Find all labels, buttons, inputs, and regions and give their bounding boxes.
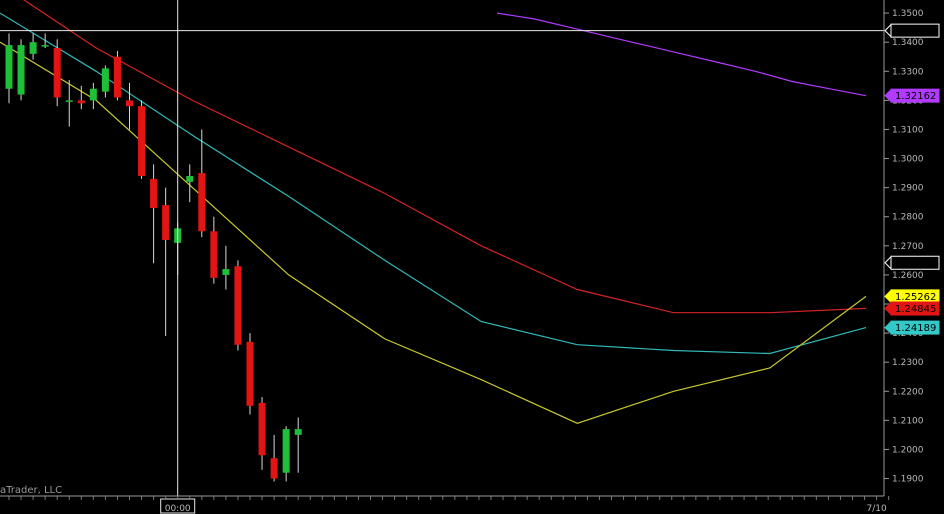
candle-body — [282, 429, 290, 473]
time-axis: 00:00 7/10 — [8, 496, 890, 514]
candle-body — [150, 178, 158, 208]
indicator-line — [496, 12, 867, 97]
price-badge-label: 1.2641'8 — [895, 258, 939, 269]
candle-body — [5, 45, 13, 89]
price-badge — [890, 88, 940, 103]
price-badge-label: 1.32162 — [895, 91, 936, 102]
candle-body — [294, 429, 302, 435]
candle-body — [29, 42, 37, 54]
candle-body — [126, 100, 133, 107]
price-tick-label: 1.2300 — [892, 358, 924, 368]
price-badge-label: 1.24845 — [895, 304, 936, 315]
price-badge-label: 1.25262 — [895, 292, 936, 303]
price-tick-label: 1.2100 — [892, 416, 924, 426]
price-tick-label: 1.3300 — [892, 67, 924, 77]
candle-body — [186, 176, 194, 182]
indicator-line — [22, 0, 867, 314]
price-tick-label: 1.1900 — [892, 475, 924, 485]
price-badge — [890, 255, 940, 270]
price-badge — [890, 301, 940, 316]
price-badge-label: 1.24189 — [895, 323, 936, 334]
candle-body — [258, 402, 266, 456]
price-tick-label: 1.3000 — [892, 155, 924, 165]
candle-body — [17, 45, 25, 95]
price-tick-label: 1.2900 — [892, 184, 924, 194]
price-badge — [890, 320, 940, 335]
candle-body — [270, 458, 278, 479]
candle-body — [246, 341, 254, 406]
price-tick-label: 1.3100 — [892, 125, 924, 135]
watermark: aTrader, LLC — [0, 485, 62, 496]
price-tick-label: 1.2200 — [892, 387, 924, 397]
candle-body — [53, 48, 61, 98]
candle-body — [65, 100, 73, 102]
time-tick-label: 00:00 — [165, 504, 191, 514]
candle-body — [77, 100, 85, 104]
price-tick-label: 1.2000 — [892, 445, 924, 455]
crosshair — [0, 0, 884, 514]
time-tick-label: 7/10 — [866, 504, 886, 514]
price-badge-label: 1.3439'7 — [895, 26, 939, 37]
price-tick-label: 1.2600 — [892, 271, 924, 281]
candle-body — [138, 106, 146, 176]
price-tick-label: 1.3500 — [892, 9, 924, 19]
candle-body — [222, 269, 230, 275]
candle-body — [234, 266, 242, 345]
candle-body — [101, 68, 109, 92]
candle-body — [198, 173, 206, 232]
price-tick-label: 1.3400 — [892, 38, 924, 48]
candle-body — [89, 88, 97, 101]
candle-body — [113, 56, 121, 98]
candle-body — [210, 231, 218, 278]
price-tick-label: 1.2800 — [892, 213, 924, 223]
candle-body — [41, 45, 49, 47]
candle-body — [162, 205, 170, 240]
indicator-line — [0, 12, 867, 355]
price-badge — [890, 23, 940, 38]
price-tick-label: 1.2700 — [892, 242, 924, 252]
